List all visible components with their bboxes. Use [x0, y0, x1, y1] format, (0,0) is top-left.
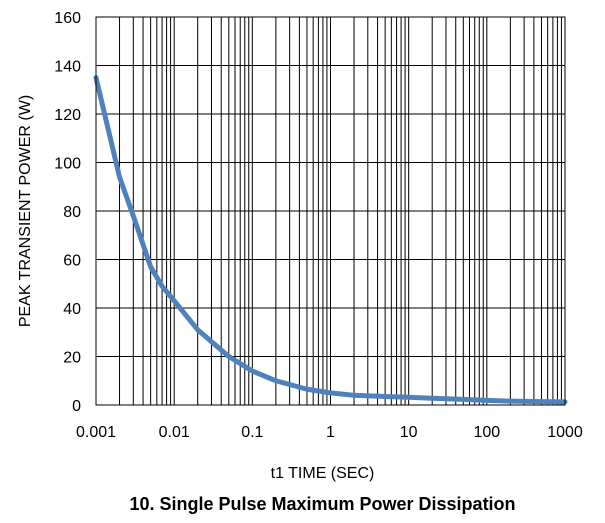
y-tick-label: 100: [54, 156, 81, 173]
y-axis-title: PEAK TRANSIENT POWER (W): [17, 95, 34, 327]
y-tick-label: 80: [63, 204, 81, 221]
x-tick-label: 0.1: [241, 424, 263, 441]
x-tick-label: 10: [400, 424, 418, 441]
y-tick-label: 160: [54, 10, 81, 27]
x-tick-label: 0.001: [76, 424, 116, 441]
y-tick-label: 0: [72, 398, 81, 415]
x-tick-labels: 0.001 0.01 0.1 1 10 100 1000: [76, 424, 583, 441]
x-tick-label: 0.01: [159, 424, 190, 441]
chart-title: 10. Single Pulse Maximum Power Dissipati…: [129, 494, 515, 514]
series-line: [93, 75, 568, 405]
x-axis-title: t1 TIME (SEC): [271, 465, 375, 482]
plot-frame: [95, 16, 566, 406]
y-tick-label: 20: [63, 350, 81, 367]
x-tick-label: 1000: [547, 424, 583, 441]
x-tick-label: 100: [473, 424, 500, 441]
y-tick-label: 120: [54, 107, 81, 124]
y-tick-label: 140: [54, 59, 81, 76]
grid: [95, 16, 566, 406]
y-tick-labels: 0 20 40 60 80 100 120 140 160: [54, 10, 81, 415]
x-tick-label: 1: [326, 424, 335, 441]
series-layer: [93, 75, 568, 405]
y-tick-label: 40: [63, 301, 81, 318]
y-tick-label: 60: [63, 253, 81, 270]
